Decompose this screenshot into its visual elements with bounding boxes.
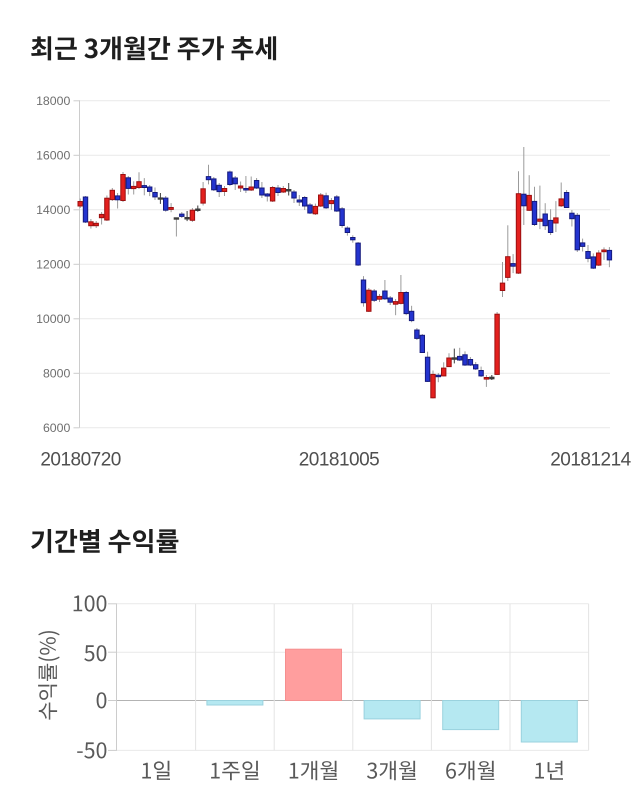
svg-text:20181214: 20181214 [550,450,631,471]
svg-text:10000: 10000 [36,312,70,326]
svg-text:6000: 6000 [43,421,71,435]
svg-text:16000: 16000 [36,149,70,163]
svg-text:8000: 8000 [43,367,71,381]
svg-text:20180720: 20180720 [40,450,121,471]
svg-text:20181005: 20181005 [299,450,380,471]
svg-text:14000: 14000 [36,203,70,217]
svg-text:12000: 12000 [36,258,70,272]
svg-text:18000: 18000 [36,94,70,108]
